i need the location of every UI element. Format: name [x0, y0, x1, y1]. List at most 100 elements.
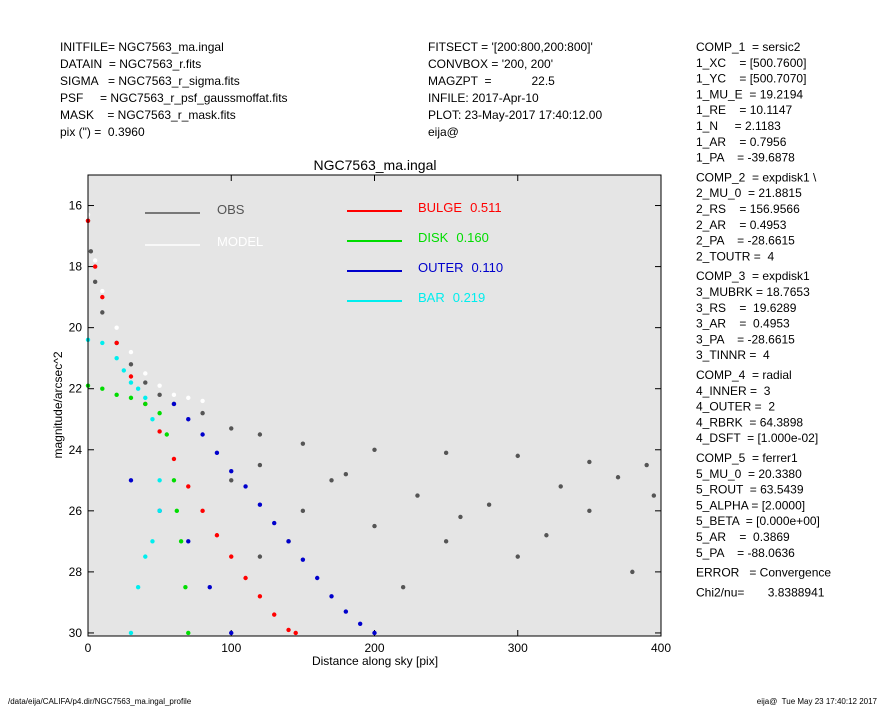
x-tick-label: 0 [85, 641, 92, 655]
parameter-line: 2_AR = 0.4953 [696, 218, 787, 232]
header-line: DATAIN = NGC7563_r.fits [60, 57, 201, 71]
data-point [229, 630, 234, 636]
header-line: eija@ [428, 125, 459, 139]
x-tick-label: 400 [651, 641, 671, 655]
parameter-line: 1_MU_E = 19.2194 [696, 87, 803, 101]
legend-label: DISK [418, 230, 449, 245]
parameter-line: 5_ROUT = 63.5439 [696, 483, 804, 497]
data-point [630, 569, 635, 575]
data-point [92, 264, 98, 269]
data-point [207, 584, 212, 590]
data-point [200, 398, 205, 404]
y-tick-label: 28 [69, 565, 83, 579]
data-point [114, 340, 119, 346]
data-point [171, 456, 177, 462]
legend-label: MODEL [217, 234, 263, 249]
legend-fraction: 0.110 [472, 260, 504, 275]
header-line: PSF = NGC7563_r_psf_gaussmoffat.fits [60, 91, 288, 105]
data-point [92, 258, 98, 263]
header-line: INFILE: 2017-Apr-10 [428, 91, 539, 105]
data-point [171, 478, 177, 483]
legend-label: OBS [217, 202, 245, 217]
data-point [229, 468, 234, 474]
data-point [300, 508, 306, 514]
data-point [135, 386, 141, 391]
data-point [257, 432, 263, 437]
parameter-line: 1_RE = 10.1147 [696, 103, 793, 117]
parameter-line: COMP_2 = expdisk1 \ [696, 170, 817, 184]
parameter-line: 2_TOUTR = 4 [696, 249, 774, 263]
data-point [272, 612, 277, 617]
data-point [157, 508, 162, 514]
data-point [300, 557, 306, 562]
data-point [357, 621, 363, 626]
y-tick-label: 16 [69, 199, 83, 213]
data-point [286, 539, 291, 544]
data-point [128, 380, 134, 385]
data-point [200, 508, 205, 514]
data-point [243, 575, 248, 581]
parameter-line: 2_MU_0 = 21.8815 [696, 186, 802, 200]
y-tick-label: 20 [69, 321, 83, 335]
parameter-line: COMP_1 = sersic2 [696, 40, 801, 54]
data-point [186, 395, 191, 401]
parameter-line: 1_N = 2.1183 [696, 119, 781, 133]
x-axis-label: Distance along sky [pix] [312, 654, 438, 668]
data-point [186, 630, 191, 636]
data-point [558, 484, 563, 489]
data-point [183, 584, 188, 590]
data-point [443, 539, 449, 544]
data-point [143, 554, 148, 559]
data-point [100, 288, 105, 294]
parameter-line: COMP_5 = ferrer1 [696, 451, 798, 465]
data-point [143, 395, 148, 401]
data-point [157, 478, 162, 483]
data-point [128, 349, 134, 355]
data-point [92, 279, 98, 285]
data-point [214, 450, 220, 456]
parameter-line: 4_INNER = 3 [696, 384, 771, 398]
data-point [143, 371, 148, 376]
y-tick-label: 24 [69, 443, 83, 457]
parameter-line: 5_ALPHA = [2.0000] [696, 498, 805, 512]
data-point [286, 627, 291, 633]
header-line: MASK = NGC7563_r_mask.fits [60, 108, 236, 122]
parameter-line: 5_PA = -88.0636 [696, 546, 795, 560]
x-tick-label: 300 [508, 641, 528, 655]
data-point [257, 594, 263, 599]
data-point [300, 441, 306, 446]
y-tick-label: 22 [69, 382, 83, 396]
data-point [100, 386, 105, 391]
data-point [400, 584, 406, 590]
data-point [128, 395, 134, 401]
data-point [257, 462, 263, 468]
footer-stamp: eija@ Tue May 23 17:40:12 2017 [757, 697, 878, 706]
parameter-line: COMP_4 = radial [696, 368, 792, 382]
data-point [157, 410, 162, 416]
data-point [443, 450, 449, 456]
data-point [143, 401, 148, 407]
header-line: PLOT: 23-May-2017 17:40:12.00 [428, 108, 602, 122]
parameter-line: 3_TINNR = 4 [696, 348, 770, 362]
y-tick-label: 26 [69, 504, 83, 518]
parameter-line: 1_XC = [500.7600] [696, 56, 806, 70]
data-point [615, 475, 621, 480]
data-point [329, 478, 334, 483]
header-line: CONVBOX = '200, 200' [428, 57, 553, 71]
data-point [114, 325, 119, 330]
parameter-line: 1_YC = [500.7070] [696, 72, 806, 86]
parameter-line: 4_OUTER = 2 [696, 400, 775, 414]
data-point [150, 539, 155, 544]
data-point [243, 484, 248, 489]
parameter-line: 1_AR = 0.7956 [696, 135, 787, 149]
data-point [372, 630, 377, 636]
data-point [114, 392, 119, 398]
data-point [171, 401, 177, 407]
data-point [143, 380, 148, 385]
parameter-line: 3_RS = 19.6289 [696, 301, 797, 315]
legend-fraction: 0.219 [453, 290, 486, 305]
data-point [200, 410, 205, 416]
data-point [229, 554, 234, 559]
data-point [88, 249, 94, 254]
